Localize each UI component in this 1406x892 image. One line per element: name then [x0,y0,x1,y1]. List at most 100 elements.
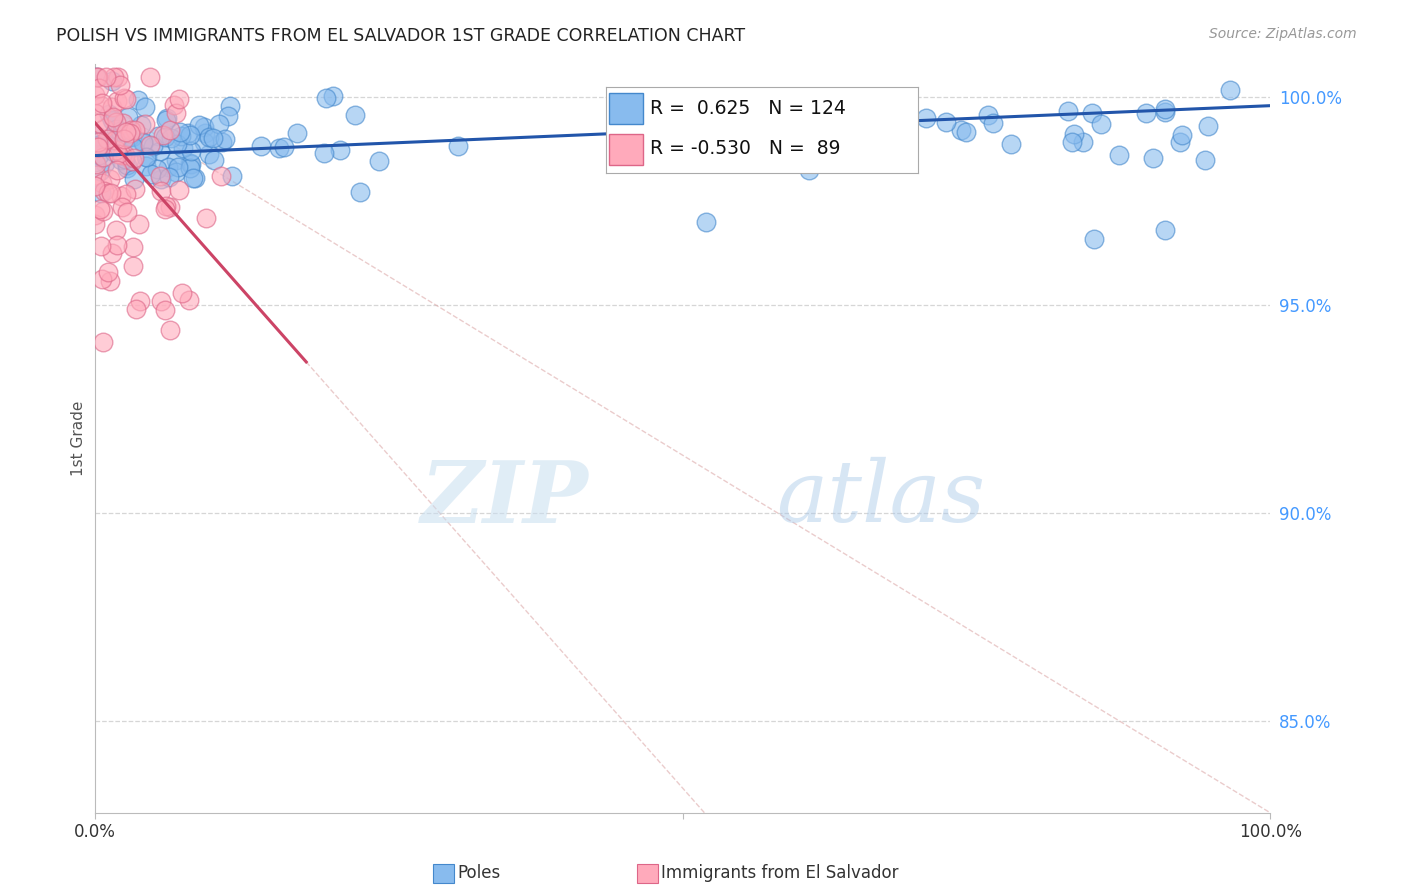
Point [752,122,775,136]
Point [1090,117,1112,131]
Point [134,117,156,131]
Point [105,122,128,136]
Point [108,124,131,138]
Point [159,323,181,337]
Point [135,159,157,173]
Point [86,138,108,153]
Point [121,154,143,169]
Point [90,186,112,201]
Point [84,70,107,84]
Point [314,146,336,161]
Point [122,259,145,273]
Point [104,143,127,157]
Point [101,110,124,124]
Point [193,120,215,134]
Point [981,116,1004,130]
Point [166,161,188,175]
Point [108,78,131,92]
Point [322,89,344,103]
Point [159,200,181,214]
Point [1168,136,1191,150]
Point [114,148,136,162]
Point [159,169,181,184]
Point [1081,106,1104,120]
Point [115,92,138,106]
Point [1060,135,1083,149]
Point [134,100,156,114]
Point [194,211,217,225]
Point [1142,151,1164,165]
Point [107,70,129,84]
Point [84,154,107,169]
Point [1154,102,1177,116]
Point [207,117,229,131]
Point [1197,120,1219,134]
Point [813,135,835,149]
Point [91,150,114,164]
Point [329,143,352,157]
Point [155,199,177,213]
Point [86,140,108,154]
Point [96,70,118,84]
Point [84,88,107,103]
Point [86,70,108,84]
Point [105,238,128,252]
Point [1153,223,1175,237]
Point [180,157,202,171]
Point [198,130,221,145]
Point [170,128,193,143]
Point [115,161,138,175]
Point [98,134,121,148]
Point [117,110,139,124]
Point [1000,136,1022,151]
Point [149,169,172,183]
Point [118,129,141,144]
Point [167,183,190,197]
Point [87,139,110,153]
Point [112,116,135,130]
Point [447,139,470,153]
Point [142,139,165,153]
Point [83,105,105,120]
Point [172,141,194,155]
Point [97,186,120,201]
Point [935,115,957,129]
Point [150,171,173,186]
Point [87,81,110,95]
Point [209,169,232,183]
Point [121,130,143,145]
Point [135,150,157,164]
Point [202,131,225,145]
Point [169,125,191,139]
Point [349,185,371,199]
Point [96,132,118,146]
Point [799,130,821,145]
Point [160,131,183,145]
Point [153,302,176,317]
Point [112,132,135,146]
Point [159,123,181,137]
Point [86,157,108,171]
Point [100,74,122,88]
Point [122,171,145,186]
Point [156,112,179,126]
Point [250,139,273,153]
Point [1194,153,1216,168]
Point [183,171,205,186]
Point [367,153,389,168]
Point [170,286,193,301]
Point [93,335,115,350]
Point [273,139,295,153]
Point [124,122,146,136]
Point [219,99,242,113]
Point [146,161,169,176]
Point [105,95,128,109]
Point [128,294,150,309]
Point [103,145,125,159]
Point [111,200,134,214]
Point [153,202,176,217]
Text: POLISH VS IMMIGRANTS FROM EL SALVADOR 1ST GRADE CORRELATION CHART: POLISH VS IMMIGRANTS FROM EL SALVADOR 1S… [56,27,745,45]
Point [90,177,112,191]
Point [86,129,108,144]
Point [214,132,236,146]
